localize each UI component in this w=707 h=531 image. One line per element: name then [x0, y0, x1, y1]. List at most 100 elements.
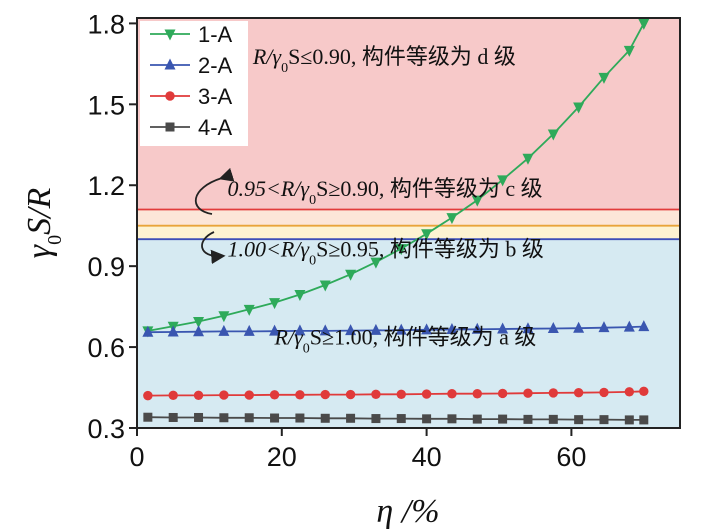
data-point-4-A-18: [599, 415, 609, 425]
legend-label-4-A: 4-A: [198, 115, 233, 140]
data-point-3-A-1: [168, 390, 178, 401]
data-point-2-A-2: [193, 325, 205, 337]
data-point-4-A-8: [346, 413, 356, 423]
data-point-1-A-2: [193, 316, 205, 328]
data-point-4-A-6: [295, 413, 305, 423]
data-point-4-A-12: [447, 414, 457, 424]
data-point-2-A-17: [573, 321, 585, 333]
data-point-4-A-4: [244, 413, 254, 423]
data-point-1-A-10: [395, 244, 407, 256]
data-point-3-A-17: [573, 387, 584, 398]
legend-label-3-A: 3-A: [198, 84, 233, 109]
data-point-2-A-18: [598, 321, 610, 333]
annotations: R/γ0S≤0.90, 构件等级为 d 级 0.95<R/γ0S≥0.90, 构件…: [228, 44, 544, 356]
data-point-1-A-9: [370, 257, 382, 269]
annotation-b: 1.00<R/γ0S≥0.95, 构件等级为 b 级: [228, 237, 544, 269]
y-tick-label-4: 1.5: [87, 90, 125, 120]
data-point-2-A-0: [142, 325, 154, 337]
arrow-c: [194, 167, 235, 215]
data-point-3-A-11: [421, 389, 432, 399]
data-point-1-A-4: [243, 304, 255, 316]
data-point-2-A-20: [638, 320, 650, 332]
data-point-1-A-6: [294, 289, 306, 301]
y-tick-label-1: 0.6: [87, 333, 125, 363]
data-point-4-A-13: [472, 414, 482, 424]
y-axis: 0.3 0.6 0.9 1.2 1.5 1.8: [87, 9, 137, 444]
y-tick-label-3: 1.2: [87, 171, 125, 201]
data-point-4-A-9: [371, 414, 381, 424]
data-point-4-A-2: [194, 412, 204, 422]
x-tick-label-1: 20: [267, 442, 297, 472]
series-2-A: [142, 320, 650, 337]
x-tick-label-2: 40: [412, 442, 442, 472]
x-tick-label-0: 0: [129, 442, 144, 472]
data-point-3-A-2: [193, 390, 204, 401]
annotation-d: R/γ0S≤0.90, 构件等级为 d 级: [252, 44, 516, 76]
data-point-3-A-12: [447, 389, 457, 399]
data-point-1-A-11: [421, 229, 433, 241]
data-point-3-A-19: [624, 387, 635, 397]
data-point-3-A-16: [548, 388, 558, 398]
data-point-4-A-20: [639, 415, 649, 425]
data-point-3-A-10: [396, 389, 406, 399]
data-point-1-A-19: [623, 45, 635, 57]
y-tick-label-2: 0.9: [87, 252, 125, 282]
data-point-4-A-3: [219, 413, 229, 423]
data-point-3-A-6: [295, 390, 305, 400]
data-point-2-A-1: [167, 325, 179, 337]
annotation-c: 0.95<R/γ0S≥0.90, 构件等级为 c 级: [228, 176, 543, 208]
data-point-1-A-8: [345, 269, 357, 281]
legend-marker-2-A: [164, 58, 176, 70]
data-point-2-A-15: [522, 322, 534, 334]
series-layer: [142, 18, 650, 425]
data-point-1-A-18: [598, 72, 610, 84]
data-point-4-A-0: [143, 412, 153, 422]
data-point-2-A-6: [294, 324, 306, 336]
data-point-4-A-16: [548, 414, 558, 424]
x-tick-label-3: 60: [556, 442, 586, 472]
arrow-b: [201, 231, 226, 265]
data-point-2-A-11: [421, 323, 433, 335]
data-point-2-A-5: [269, 324, 281, 336]
data-point-2-A-13: [471, 322, 483, 334]
y-tick-label-0: 0.3: [87, 414, 125, 444]
data-point-2-A-14: [497, 322, 509, 334]
data-point-4-A-10: [396, 414, 406, 424]
region-band-2: [137, 209, 680, 226]
data-point-1-A-17: [573, 102, 585, 114]
x-axis: 0 20 40 60: [129, 428, 586, 472]
data-point-4-A-14: [498, 414, 508, 424]
legend-label-2-A: 2-A: [198, 53, 233, 78]
data-point-1-A-20: [638, 18, 650, 30]
data-point-4-A-19: [624, 415, 634, 425]
plot-frame: [136, 17, 681, 429]
data-point-3-A-8: [345, 389, 356, 400]
data-point-4-A-5: [270, 413, 280, 423]
callout-arrows: [194, 167, 235, 265]
data-point-4-A-1: [168, 412, 178, 422]
data-point-1-A-3: [218, 311, 230, 323]
legend-box: [140, 21, 248, 146]
data-point-2-A-4: [243, 324, 255, 336]
series-4-A: [143, 412, 649, 425]
data-point-2-A-16: [547, 321, 559, 333]
data-point-1-A-12: [446, 213, 458, 225]
data-point-3-A-15: [523, 388, 533, 398]
data-point-1-A-15: [522, 153, 534, 165]
data-point-1-A-5: [269, 298, 281, 310]
data-point-1-A-16: [547, 129, 559, 141]
data-point-1-A-14: [497, 175, 509, 187]
y-axis-title: γ0S/R: [21, 187, 66, 258]
data-point-1-A-7: [319, 280, 331, 292]
legend-marker-4-A: [165, 122, 175, 132]
data-point-3-A-7: [320, 389, 330, 400]
region-band-1: [137, 225, 680, 240]
threshold-lines: [137, 208, 680, 241]
data-point-3-A-14: [497, 388, 508, 399]
legend-label-1-A: 1-A: [198, 22, 233, 47]
data-point-2-A-9: [370, 323, 382, 335]
data-point-2-A-12: [446, 323, 458, 335]
legend-marker-3-A: [165, 91, 175, 101]
data-point-3-A-0: [143, 390, 153, 401]
data-point-2-A-10: [395, 323, 407, 335]
